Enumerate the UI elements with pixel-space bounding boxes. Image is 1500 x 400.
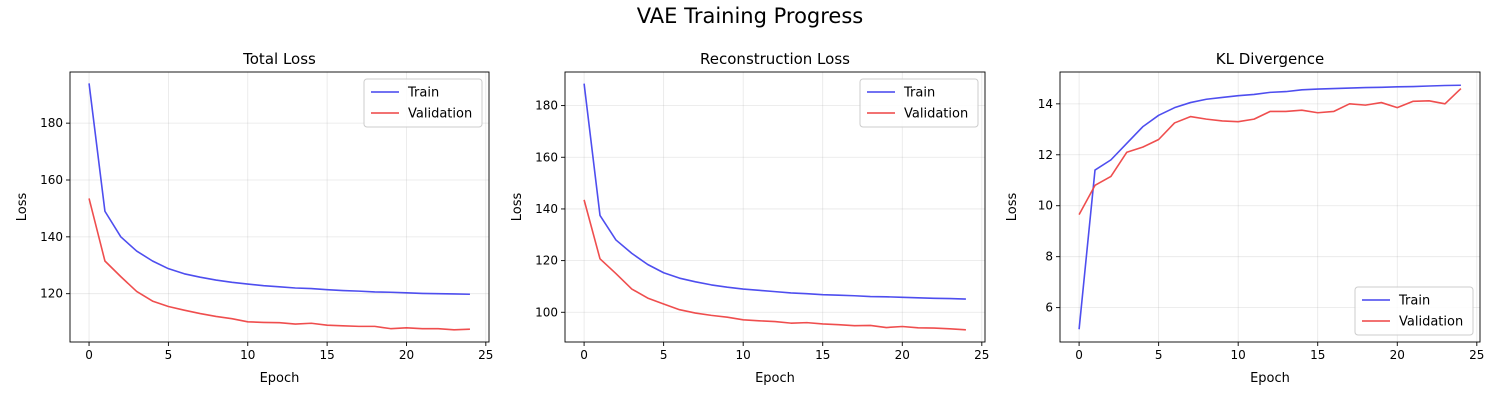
series-line-train [583,83,966,300]
chart-title: KL Divergence [1216,50,1324,68]
y-tick-label: 160 [535,150,558,164]
x-tick-label: 5 [660,348,668,362]
x-tick-label: 15 [319,348,334,362]
x-tick-label: 0 [1075,348,1083,362]
legend: Train Validation [859,78,979,128]
legend: Train Validation [363,78,483,128]
x-axis-label: Epoch [1250,371,1290,386]
legend-label-train: Train [1398,294,1430,309]
legend-box [1354,286,1474,336]
chart-panel-1: 0 5 10 15 20 25 120 140 160 180 Total Loss Epoch Los… [15,50,493,386]
x-tick-label: 5 [1155,348,1163,362]
axes-frame [1059,71,1481,343]
y-tick-label: 100 [535,305,558,319]
x-tick-label: 10 [1231,348,1246,362]
y-tick-label: 180 [40,116,63,130]
x-tick-label: 10 [240,348,255,362]
x-tick-label: 10 [736,348,751,362]
y-axis-label: Loss [1005,193,1020,222]
y-tick-label: 6 [1045,301,1053,315]
y-tick-label: 140 [535,202,558,216]
legend-label-train: Train [903,86,935,101]
x-tick-label: 25 [478,348,493,362]
chart-panel-3: 0 5 10 15 20 25 6 8 10 12 14 KL Divergence Epoch Loss… [1005,50,1484,386]
legend-label-train: Train [407,86,439,101]
legend-box [363,78,483,128]
chart-panel-2: 0 5 10 15 20 25 100 120 140 160 180 Reconstruction … [510,50,989,386]
series-line-validation [88,198,470,331]
legend-label-validation: Validation [408,107,472,122]
legend: Train Validation [1354,286,1474,336]
y-tick-label: 120 [40,287,63,301]
series-line-validation [1078,87,1462,216]
x-tick-label: 15 [815,348,830,362]
y-tick-label: 120 [535,254,558,268]
series-line-validation [583,199,966,331]
x-axis-label: Epoch [755,371,795,386]
series-line-train [88,83,470,296]
y-axis-label: Loss [15,193,30,222]
x-tick-label: 0 [580,348,588,362]
legend-label-validation: Validation [904,107,968,122]
chart-title: Reconstruction Loss [700,50,850,68]
x-tick-label: 20 [895,348,910,362]
axes-frame [564,71,986,343]
x-tick-label: 15 [1310,348,1325,362]
y-tick-label: 140 [40,230,63,244]
x-tick-label: 5 [165,348,173,362]
legend-box [859,78,979,128]
figure-title: VAE Training Progress [636,4,864,28]
series-line-train [1078,84,1461,330]
y-tick-label: 14 [1038,97,1053,111]
y-tick-label: 8 [1045,250,1053,264]
x-tick-label: 20 [1390,348,1405,362]
y-tick-label: 160 [40,173,63,187]
x-axis-label: Epoch [260,371,300,386]
x-tick-label: 20 [399,348,414,362]
legend-label-validation: Validation [1399,315,1463,330]
axes-frame [69,71,490,343]
y-tick-label: 12 [1038,148,1053,162]
y-axis-label: Loss [510,193,525,222]
x-tick-label: 0 [85,348,93,362]
x-tick-label: 25 [974,348,989,362]
y-tick-label: 180 [535,99,558,113]
chart-title: Total Loss [242,50,316,68]
y-tick-label: 10 [1038,199,1053,213]
x-tick-label: 25 [1469,348,1484,362]
